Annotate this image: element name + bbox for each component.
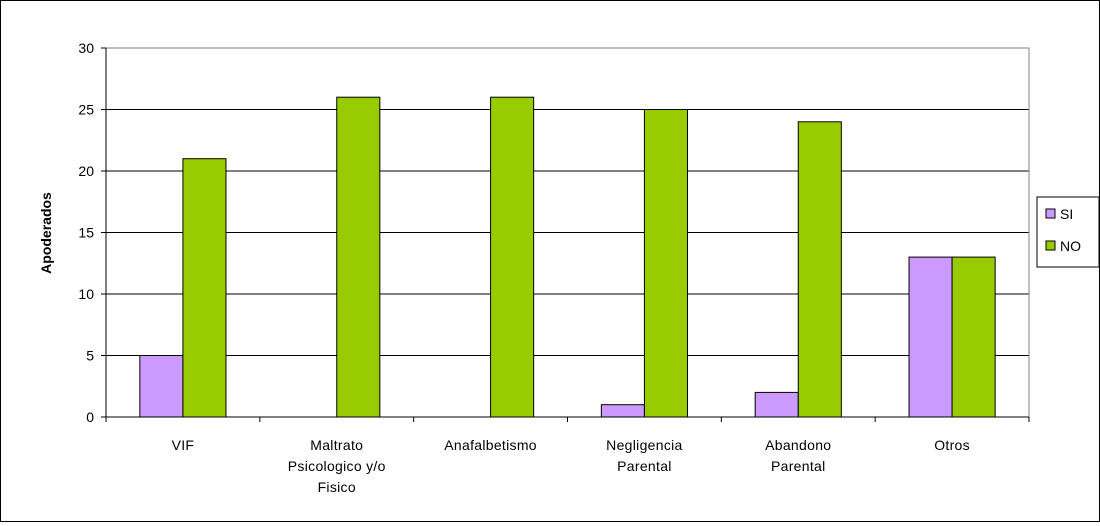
legend: SI NO	[1036, 196, 1100, 268]
y-tick-label: 0	[86, 409, 94, 425]
x-axis: VIF Maltrato Psicologico y/o Fisico Anafalbe…	[105, 416, 1030, 495]
y-tick-label: 15	[78, 225, 94, 241]
gridlines	[106, 47, 1029, 356]
y-tick-label: 20	[78, 163, 94, 179]
legend-swatch-no	[1045, 240, 1056, 251]
bar-no	[336, 96, 381, 418]
y-tick-label: 25	[78, 102, 94, 118]
x-tick-label: VIF	[172, 437, 195, 453]
bar-no	[643, 109, 688, 418]
bar-no	[797, 121, 842, 418]
x-tick-label: Otros	[934, 437, 970, 453]
legend-swatch-si	[1045, 208, 1056, 219]
y-axis: 0 5 10 15 20 25 30	[78, 40, 107, 425]
x-tick-label: Anafalbetismo	[444, 437, 537, 453]
x-tick-label: Abandono Parental	[765, 437, 831, 474]
y-tick-label: 10	[78, 286, 94, 302]
bar-no	[951, 256, 996, 418]
legend-label-no: NO	[1060, 238, 1081, 254]
y-tick-label: 30	[78, 40, 94, 56]
bar-no	[182, 158, 227, 418]
legend-label-si: SI	[1060, 206, 1073, 222]
bar-no	[490, 96, 535, 418]
bars	[139, 96, 996, 418]
bar-si	[600, 404, 645, 418]
y-tick-label: 5	[86, 348, 94, 364]
bar-si	[754, 391, 799, 418]
y-axis-label: Apoderados	[38, 192, 54, 274]
bar-si	[139, 355, 184, 418]
x-tick-label: Maltrato Psicologico y/o Fisico	[288, 437, 386, 495]
x-tick-label: Negligencia Parental	[606, 437, 682, 474]
bar-si	[908, 256, 953, 418]
